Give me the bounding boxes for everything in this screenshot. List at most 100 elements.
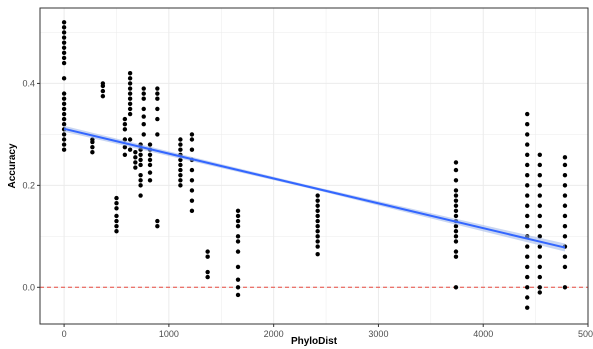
data-point xyxy=(525,285,530,290)
data-point xyxy=(453,213,459,219)
data-point xyxy=(189,208,195,214)
data-point xyxy=(453,249,459,254)
data-point xyxy=(61,101,67,107)
data-point xyxy=(147,162,153,168)
data-point xyxy=(138,193,143,198)
data-point xyxy=(147,152,153,157)
data-point xyxy=(525,162,530,168)
data-point xyxy=(61,20,67,25)
data-point xyxy=(525,193,530,198)
data-point xyxy=(138,152,143,157)
data-point xyxy=(525,213,530,219)
data-point xyxy=(114,229,119,234)
data-point xyxy=(122,122,128,127)
data-point xyxy=(141,86,146,91)
data-point xyxy=(122,152,128,157)
data-point xyxy=(61,96,67,101)
data-point xyxy=(453,229,459,234)
data-point xyxy=(453,254,459,259)
data-point xyxy=(235,285,241,290)
trend-line-layer xyxy=(63,125,566,252)
data-point xyxy=(127,96,133,101)
y-tick-label: 0.0 xyxy=(22,282,35,292)
data-point xyxy=(537,203,543,208)
data-point xyxy=(537,223,543,229)
data-point xyxy=(315,218,320,224)
data-point xyxy=(138,162,143,168)
data-point xyxy=(100,88,106,94)
data-point xyxy=(61,50,67,56)
x-tick-label: 0 xyxy=(62,329,67,339)
data-point xyxy=(562,203,568,208)
data-point xyxy=(205,249,210,254)
data-point xyxy=(525,264,530,270)
data-point xyxy=(235,234,241,239)
data-point xyxy=(61,55,67,61)
data-point xyxy=(537,234,543,239)
data-point xyxy=(127,137,133,142)
data-point xyxy=(155,96,160,101)
data-point xyxy=(155,86,160,91)
data-point xyxy=(141,114,146,119)
data-point xyxy=(138,157,143,163)
data-point xyxy=(315,208,320,214)
data-point xyxy=(178,142,183,147)
x-axis-title: PhyloDist xyxy=(291,336,338,347)
data-point xyxy=(453,208,459,214)
data-point xyxy=(315,234,320,239)
data-point xyxy=(315,203,320,208)
data-point xyxy=(61,137,67,142)
data-point xyxy=(235,239,241,244)
data-point xyxy=(61,91,67,96)
data-point xyxy=(537,254,543,259)
data-point xyxy=(525,172,530,178)
data-point xyxy=(525,183,530,188)
data-point xyxy=(155,91,160,96)
data-point xyxy=(61,142,67,147)
data-point xyxy=(155,132,160,137)
data-point xyxy=(453,223,459,229)
data-point xyxy=(235,277,241,282)
data-point xyxy=(178,137,183,142)
y-tick-label: 0.2 xyxy=(22,180,35,190)
data-point xyxy=(178,147,183,152)
data-point xyxy=(537,152,543,157)
data-point xyxy=(189,198,195,203)
data-point xyxy=(525,142,530,147)
data-point xyxy=(127,71,133,76)
data-point xyxy=(114,213,119,219)
data-point xyxy=(453,198,459,203)
data-point xyxy=(127,91,133,96)
data-point xyxy=(155,223,160,229)
data-point xyxy=(189,137,195,142)
data-point xyxy=(537,213,543,219)
data-point xyxy=(61,30,67,35)
data-point xyxy=(127,147,133,152)
data-point xyxy=(114,206,119,211)
data-point xyxy=(147,157,153,163)
data-point xyxy=(155,218,160,224)
data-point xyxy=(114,218,119,224)
data-point xyxy=(537,274,543,280)
x-tick-label: 2000 xyxy=(264,329,284,339)
data-point xyxy=(315,229,320,234)
data-point xyxy=(155,116,160,122)
data-point xyxy=(114,195,119,201)
data-point xyxy=(127,106,133,112)
data-point xyxy=(127,76,133,81)
data-point xyxy=(525,132,530,137)
data-point xyxy=(61,35,67,40)
data-point xyxy=(537,162,543,168)
data-point xyxy=(127,81,133,86)
data-point xyxy=(138,178,143,183)
data-point xyxy=(562,213,568,219)
data-point xyxy=(562,193,568,198)
data-point xyxy=(61,147,67,152)
data-point xyxy=(178,183,183,188)
data-point xyxy=(562,223,568,229)
data-point xyxy=(61,111,67,117)
data-point xyxy=(61,116,67,122)
data-point xyxy=(235,264,241,270)
data-point xyxy=(235,249,241,254)
